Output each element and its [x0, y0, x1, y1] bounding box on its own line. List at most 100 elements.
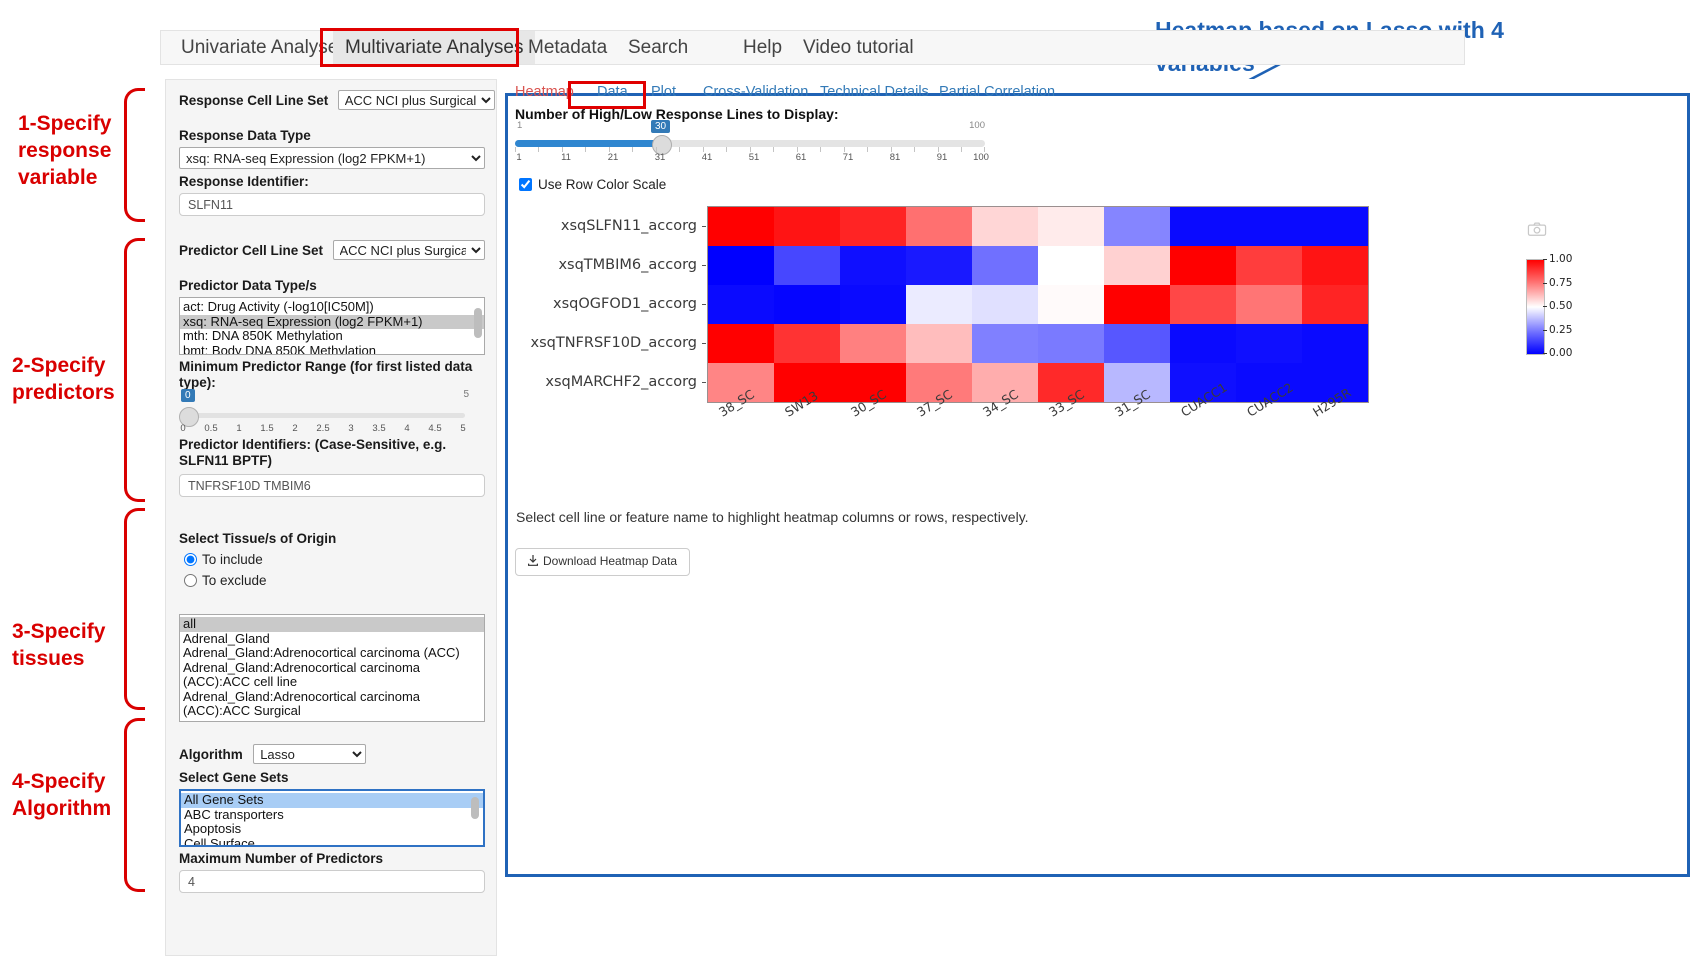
predictor-cell-line-set-select[interactable]: ACC NCI plus Surgical [332, 240, 485, 260]
heatmap-cell[interactable] [906, 324, 972, 363]
heatmap-cell[interactable] [1236, 285, 1302, 324]
tab-partial-correlation[interactable]: Partial Correlation [939, 84, 1056, 100]
heatmap-cell[interactable] [840, 207, 906, 246]
list-item[interactable]: Cell Surface [184, 835, 255, 847]
heatmap-cell[interactable] [1104, 285, 1170, 324]
camera-icon[interactable] [1527, 222, 1547, 236]
gene-sets-listbox[interactable]: All Gene Sets ABC transporters Apoptosis… [179, 789, 485, 847]
list-item[interactable]: mth: DNA 850K Methylation [183, 328, 343, 343]
heatmap-cell[interactable] [906, 285, 972, 324]
heatmap-cell[interactable] [1236, 207, 1302, 246]
heatmap-cell[interactable] [1038, 246, 1104, 285]
heatmap-cell[interactable] [1104, 207, 1170, 246]
heatmap-row-label[interactable]: xsqOGFOD1_accorg [553, 295, 697, 312]
heatmap-cell[interactable] [1170, 207, 1236, 246]
heatmap-cell[interactable] [1170, 363, 1236, 402]
heatmap-row-label[interactable]: xsqSLFN11_accorg [560, 217, 697, 234]
heatmap-cell[interactable] [1302, 324, 1368, 363]
heatmap-cell[interactable] [1236, 246, 1302, 285]
heatmap-cell[interactable] [1038, 363, 1104, 402]
nav-item-video-tutorial[interactable]: Video tutorial [803, 37, 914, 58]
heatmap-cell[interactable] [708, 246, 774, 285]
listbox-scrollbar[interactable] [474, 308, 482, 338]
list-item[interactable]: All Gene Sets [181, 792, 483, 808]
heatmap-cell[interactable] [708, 285, 774, 324]
radio-to-exclude-input[interactable] [184, 574, 197, 587]
nav-item-univariate-analyses[interactable]: Univariate Analyses [181, 37, 348, 58]
heatmap-cell[interactable] [1038, 285, 1104, 324]
list-item[interactable]: all [180, 616, 484, 632]
radio-to-exclude[interactable]: To exclude [179, 571, 485, 589]
nav-item-search[interactable]: Search [628, 37, 689, 58]
heatmap-cell[interactable] [972, 324, 1038, 363]
tab-technical-details[interactable]: Technical Details [820, 84, 929, 100]
response-identifier-input[interactable] [179, 193, 485, 216]
heatmap-cell[interactable] [840, 324, 906, 363]
min-predictor-range-slider[interactable]: 0 5 0 0.5 1 1.5 2 2.5 3 3.5 4 4.5 5 [179, 389, 469, 437]
list-item[interactable]: Adrenal_Gland:Adrenocortical carcinoma (… [183, 645, 460, 660]
heatmap-cell[interactable] [972, 246, 1038, 285]
heatmap-cell[interactable] [906, 363, 972, 402]
gene-sets-scrollbar[interactable] [471, 797, 479, 819]
heatmap-cell[interactable] [1104, 246, 1170, 285]
response-cell-line-set-select[interactable]: ACC NCI plus Surgical [337, 90, 495, 110]
heatmap-cell[interactable] [906, 207, 972, 246]
slider-handle[interactable] [652, 135, 672, 155]
heatmap-cell[interactable] [708, 324, 774, 363]
heatmap-cell[interactable] [708, 207, 774, 246]
heatmap-cell[interactable] [1038, 207, 1104, 246]
download-heatmap-data-button[interactable]: Download Heatmap Data [515, 548, 691, 576]
heatmap-cell[interactable] [708, 363, 774, 402]
list-item[interactable]: Adrenal_Gland:Adrenocortical carcinoma (… [183, 688, 421, 718]
slider-track[interactable] [515, 140, 985, 147]
response-data-type-select[interactable]: xsq: RNA-seq Expression (log2 FPKM+1) [179, 147, 485, 169]
heatmap-cell[interactable] [774, 324, 840, 363]
radio-to-include[interactable]: To include [179, 550, 485, 568]
heatmap-cell[interactable] [774, 207, 840, 246]
heatmap-cell[interactable] [972, 285, 1038, 324]
list-item[interactable]: ABC transporters [184, 806, 284, 822]
list-item[interactable]: bmt: Body DNA 850K Methylation [183, 342, 376, 355]
heatmap-cell[interactable] [840, 246, 906, 285]
heatmap-cell[interactable] [1236, 363, 1302, 402]
tab-cross-validation[interactable]: Cross-Validation [703, 84, 809, 100]
heatmap-cell[interactable] [1038, 324, 1104, 363]
list-item[interactable]: Apoptosis [184, 821, 242, 836]
predictor-identifiers-input[interactable] [179, 474, 485, 497]
list-item[interactable]: act: Drug Activity (-log10[IC50M]) [183, 299, 374, 314]
algorithm-select[interactable]: Lasso [253, 744, 367, 764]
nav-item-help[interactable]: Help [743, 37, 783, 58]
heatmap-cell[interactable] [1236, 324, 1302, 363]
tab-plot[interactable]: Plot [651, 84, 676, 100]
heatmap-cell[interactable] [1302, 207, 1368, 246]
heatmap-grid[interactable] [707, 206, 1369, 403]
list-item[interactable]: xsq: RNA-seq Expression (log2 FPKM+1) [180, 314, 484, 329]
radio-to-include-input[interactable] [184, 553, 197, 566]
nav-item-multivariate-analyses[interactable]: Multivariate Analyses [333, 31, 536, 64]
heatmap-cell[interactable] [1170, 246, 1236, 285]
heatmap-row-label[interactable]: xsqMARCHF2_accorg [545, 373, 697, 390]
list-item[interactable]: Adrenal_Gland:Adrenocortical carcinoma (… [183, 659, 421, 689]
heatmap-cell[interactable] [1170, 285, 1236, 324]
heatmap-cell[interactable] [840, 285, 906, 324]
heatmap-row-label[interactable]: xsqTNFRSF10D_accorg [530, 334, 697, 351]
heatmap-cell[interactable] [1104, 324, 1170, 363]
use-row-color-scale-checkbox[interactable] [519, 178, 532, 191]
heatmap-cell[interactable] [906, 246, 972, 285]
heatmap-cell[interactable] [1302, 363, 1368, 402]
heatmap-row-label[interactable]: xsqTMBIM6_accorg [558, 256, 697, 273]
heatmap-cell[interactable] [1170, 324, 1236, 363]
tab-heatmap[interactable]: Heatmap [515, 84, 574, 100]
list-item[interactable]: Adrenal_Gland [183, 630, 270, 646]
nav-item-metadata[interactable]: Metadata [528, 37, 608, 58]
heatmap-cell[interactable] [972, 363, 1038, 402]
tab-data[interactable]: Data [597, 84, 628, 100]
response-lines-slider[interactable]: 1 100 30 1 11 21 31 41 51 61 71 81 91 10… [515, 120, 989, 170]
heatmap-cell[interactable] [1302, 246, 1368, 285]
max-predictors-input[interactable] [179, 870, 485, 893]
heatmap-cell[interactable] [1302, 285, 1368, 324]
heatmap-cell[interactable] [972, 207, 1038, 246]
heatmap-cell[interactable] [774, 363, 840, 402]
heatmap-cell[interactable] [774, 246, 840, 285]
heatmap-cell[interactable] [840, 363, 906, 402]
